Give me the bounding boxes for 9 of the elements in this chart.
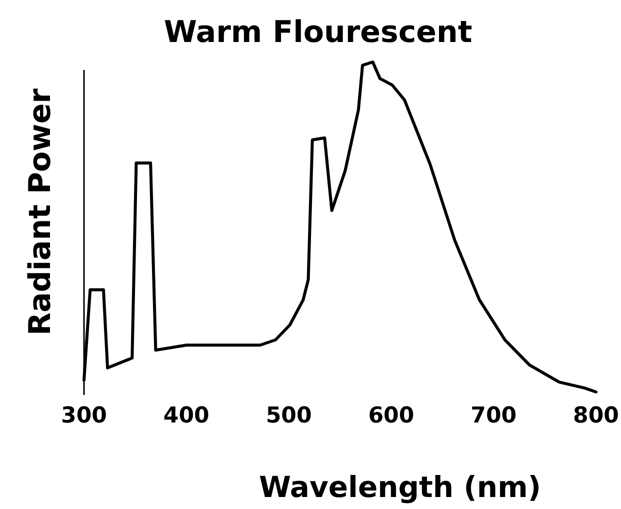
x-tick-label: 300: [61, 404, 107, 429]
x-tick-label: 400: [163, 404, 210, 429]
x-axis-title: Wavelength (nm): [258, 470, 542, 504]
x-tick-label: 500: [266, 404, 312, 429]
chart-title: Warm Flourescent: [164, 15, 472, 50]
x-tick-label: 600: [368, 404, 414, 429]
y-axis-title: Radiant Power: [23, 88, 58, 336]
x-tick-label: 800: [573, 404, 619, 429]
x-tick-label: 700: [470, 404, 517, 429]
